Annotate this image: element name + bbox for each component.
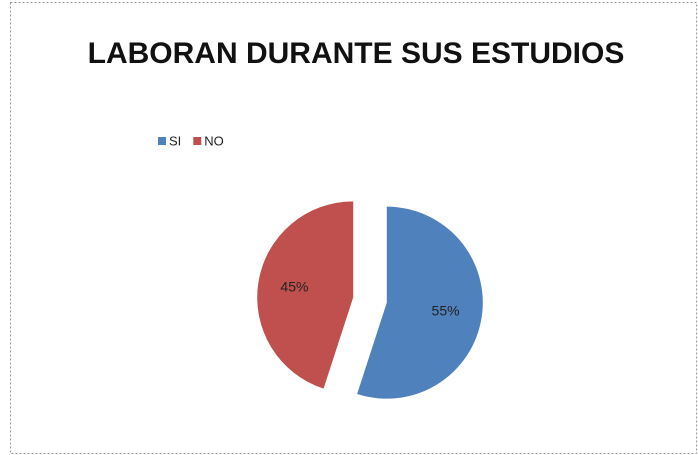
legend-label: SI [169, 133, 181, 148]
legend-swatch [158, 137, 166, 145]
chart-title: LABORAN DURANTE SUS ESTUDIOS [88, 37, 625, 70]
data-label: 45% [280, 279, 308, 295]
legend-swatch [193, 137, 202, 145]
pie-slice [357, 206, 483, 399]
pie-slice [257, 201, 354, 389]
data-label: 55% [432, 303, 460, 319]
legend-label: NO [204, 133, 224, 148]
chart-border [10, 2, 697, 454]
